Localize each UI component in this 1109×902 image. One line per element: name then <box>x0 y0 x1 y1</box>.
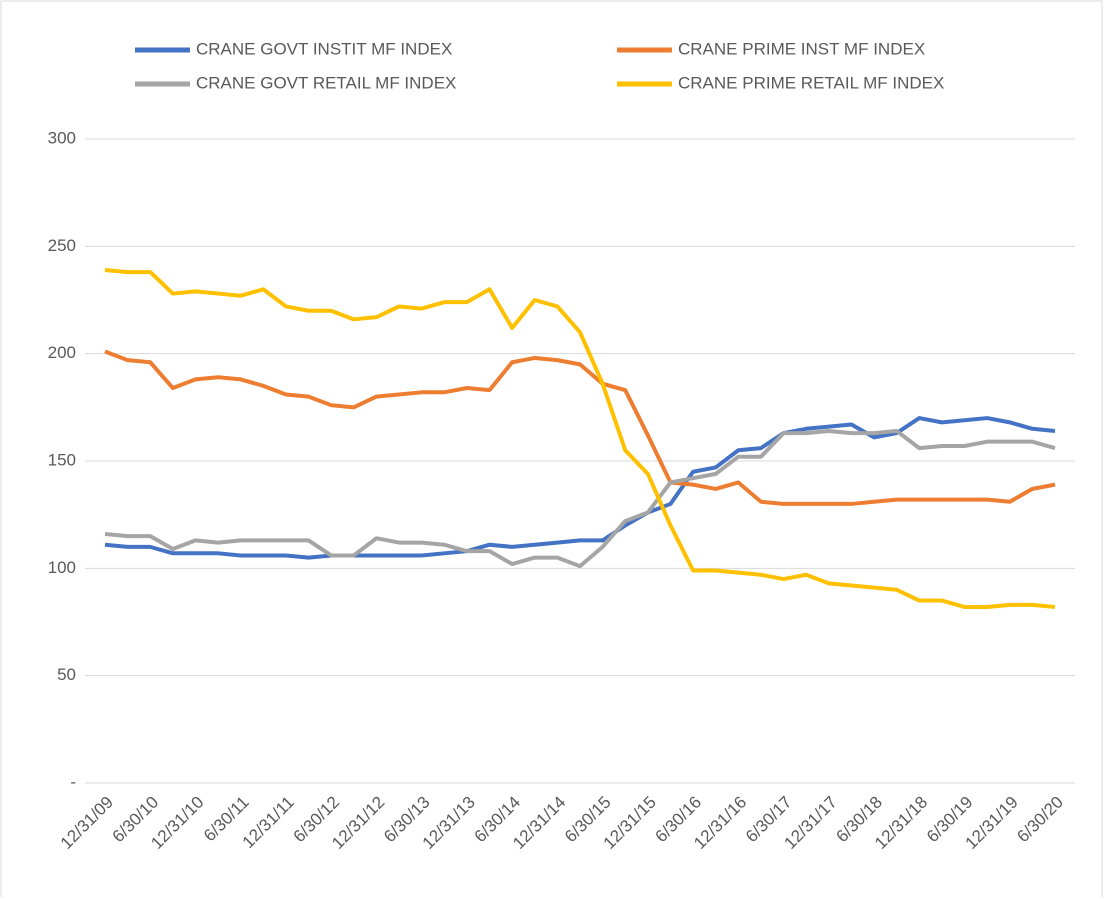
y-tick-label: 150 <box>48 450 76 469</box>
y-tick-label: 50 <box>57 665 76 684</box>
y-tick-label: - <box>70 772 76 791</box>
y-tick-label: 250 <box>48 236 76 255</box>
legend-label: CRANE GOVT RETAIL MF INDEX <box>196 73 456 92</box>
y-tick-label: 200 <box>48 343 76 362</box>
legend-label: CRANE GOVT INSTIT MF INDEX <box>196 39 452 58</box>
y-tick-label: 100 <box>48 558 76 577</box>
legend-label: CRANE PRIME INST MF INDEX <box>678 39 925 58</box>
series-line <box>104 267 1056 609</box>
series-line <box>104 349 1056 506</box>
series-line <box>104 428 1056 569</box>
legend-label: CRANE PRIME RETAIL MF INDEX <box>678 73 944 92</box>
y-tick-label: 300 <box>48 128 76 147</box>
